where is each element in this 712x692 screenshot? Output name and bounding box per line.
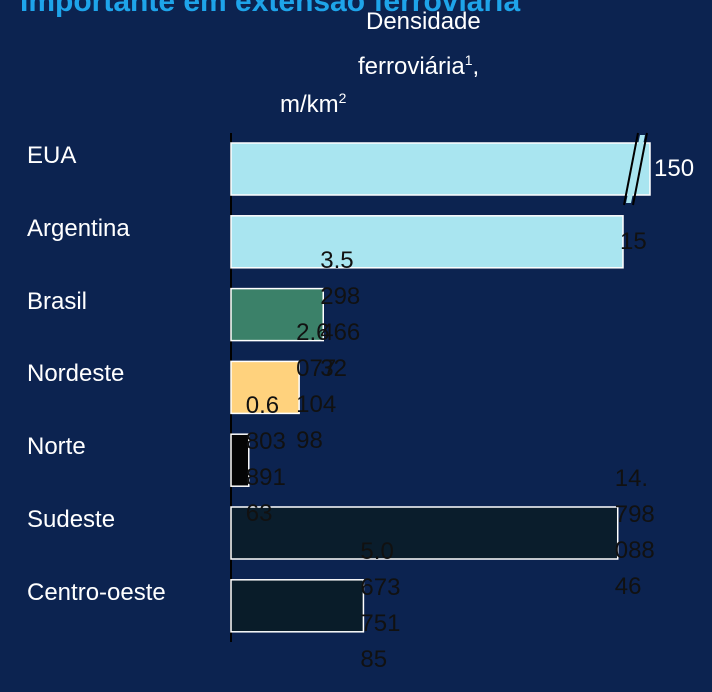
x-label-suffix: , — [472, 53, 480, 80]
bar — [230, 287, 324, 342]
value-label: 2.607710498 — [296, 319, 337, 455]
value-label: 14.79808846 — [614, 465, 655, 600]
unit-label: m/km2 — [280, 80, 346, 123]
value-label: 3.529846632 — [320, 246, 361, 382]
category-label: Norte — [27, 433, 86, 461]
category-label: Brasil — [27, 287, 88, 315]
unit-text: m/km — [280, 91, 339, 118]
bar — [230, 215, 624, 269]
category-label: Argentina — [27, 214, 130, 242]
bar — [230, 433, 250, 487]
axis-break-line — [632, 132, 648, 206]
bar — [230, 506, 619, 560]
value-label: 150 — [654, 155, 695, 182]
axis-break-line — [623, 132, 639, 206]
value-label: 0.680389163 — [245, 392, 286, 528]
chart-title: Importante em extensão ferroviária — [20, 0, 521, 18]
bar — [230, 360, 300, 415]
unit-sup: 2 — [338, 90, 347, 106]
footnote-mark: 1 — [464, 52, 473, 68]
category-label: Centro-oeste — [27, 578, 166, 606]
axis-break — [626, 135, 645, 203]
x-label: Densidade — [366, 8, 481, 35]
bar — [230, 579, 365, 633]
value-label: 15 — [620, 227, 647, 255]
x-label-text: ferroviária — [358, 53, 465, 80]
category-label: EUA — [27, 142, 77, 169]
bar — [230, 142, 651, 196]
category-label: Nordeste — [27, 360, 125, 388]
value-label: 5.067375185 — [360, 537, 401, 673]
x-label-line: ferroviária1, — [358, 42, 479, 85]
category-label: Sudeste — [27, 506, 116, 533]
